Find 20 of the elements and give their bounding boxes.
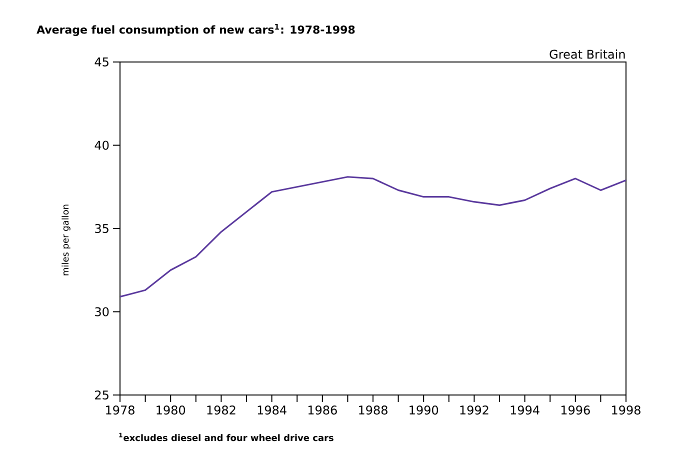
x-tick-label: 1996 <box>561 406 590 415</box>
y-tick-label: 25 <box>95 390 108 400</box>
x-tick-label: 1992 <box>460 406 488 415</box>
x-tick-label: 1984 <box>258 406 286 415</box>
x-tick-label: 1988 <box>359 406 388 415</box>
x-tick-label: 1978 <box>106 406 134 415</box>
x-tick-label: 1986 <box>308 406 337 415</box>
x-tick-label: 1990 <box>410 406 438 415</box>
x-tick-label: 1982 <box>207 406 236 415</box>
y-tick-label: 40 <box>94 140 109 150</box>
x-tick-label: 1980 <box>156 406 186 415</box>
y-axis-title: miles per gallon <box>62 204 70 276</box>
x-tick-label: 1998 <box>612 406 640 415</box>
y-tick-label: 35 <box>95 224 108 234</box>
chart-subtitle: Great Britain <box>550 50 625 59</box>
y-tick-label: 30 <box>95 307 109 316</box>
chart-title: Average fuel consumption of new cars$^{1}$: 1978-1998 <box>36 24 355 36</box>
text: $^{1}$excludes diesel and four wheel drive cars <box>119 432 334 442</box>
x-tick-label: 1994 <box>510 406 540 415</box>
y-tick-label: 45 <box>94 58 108 66</box>
